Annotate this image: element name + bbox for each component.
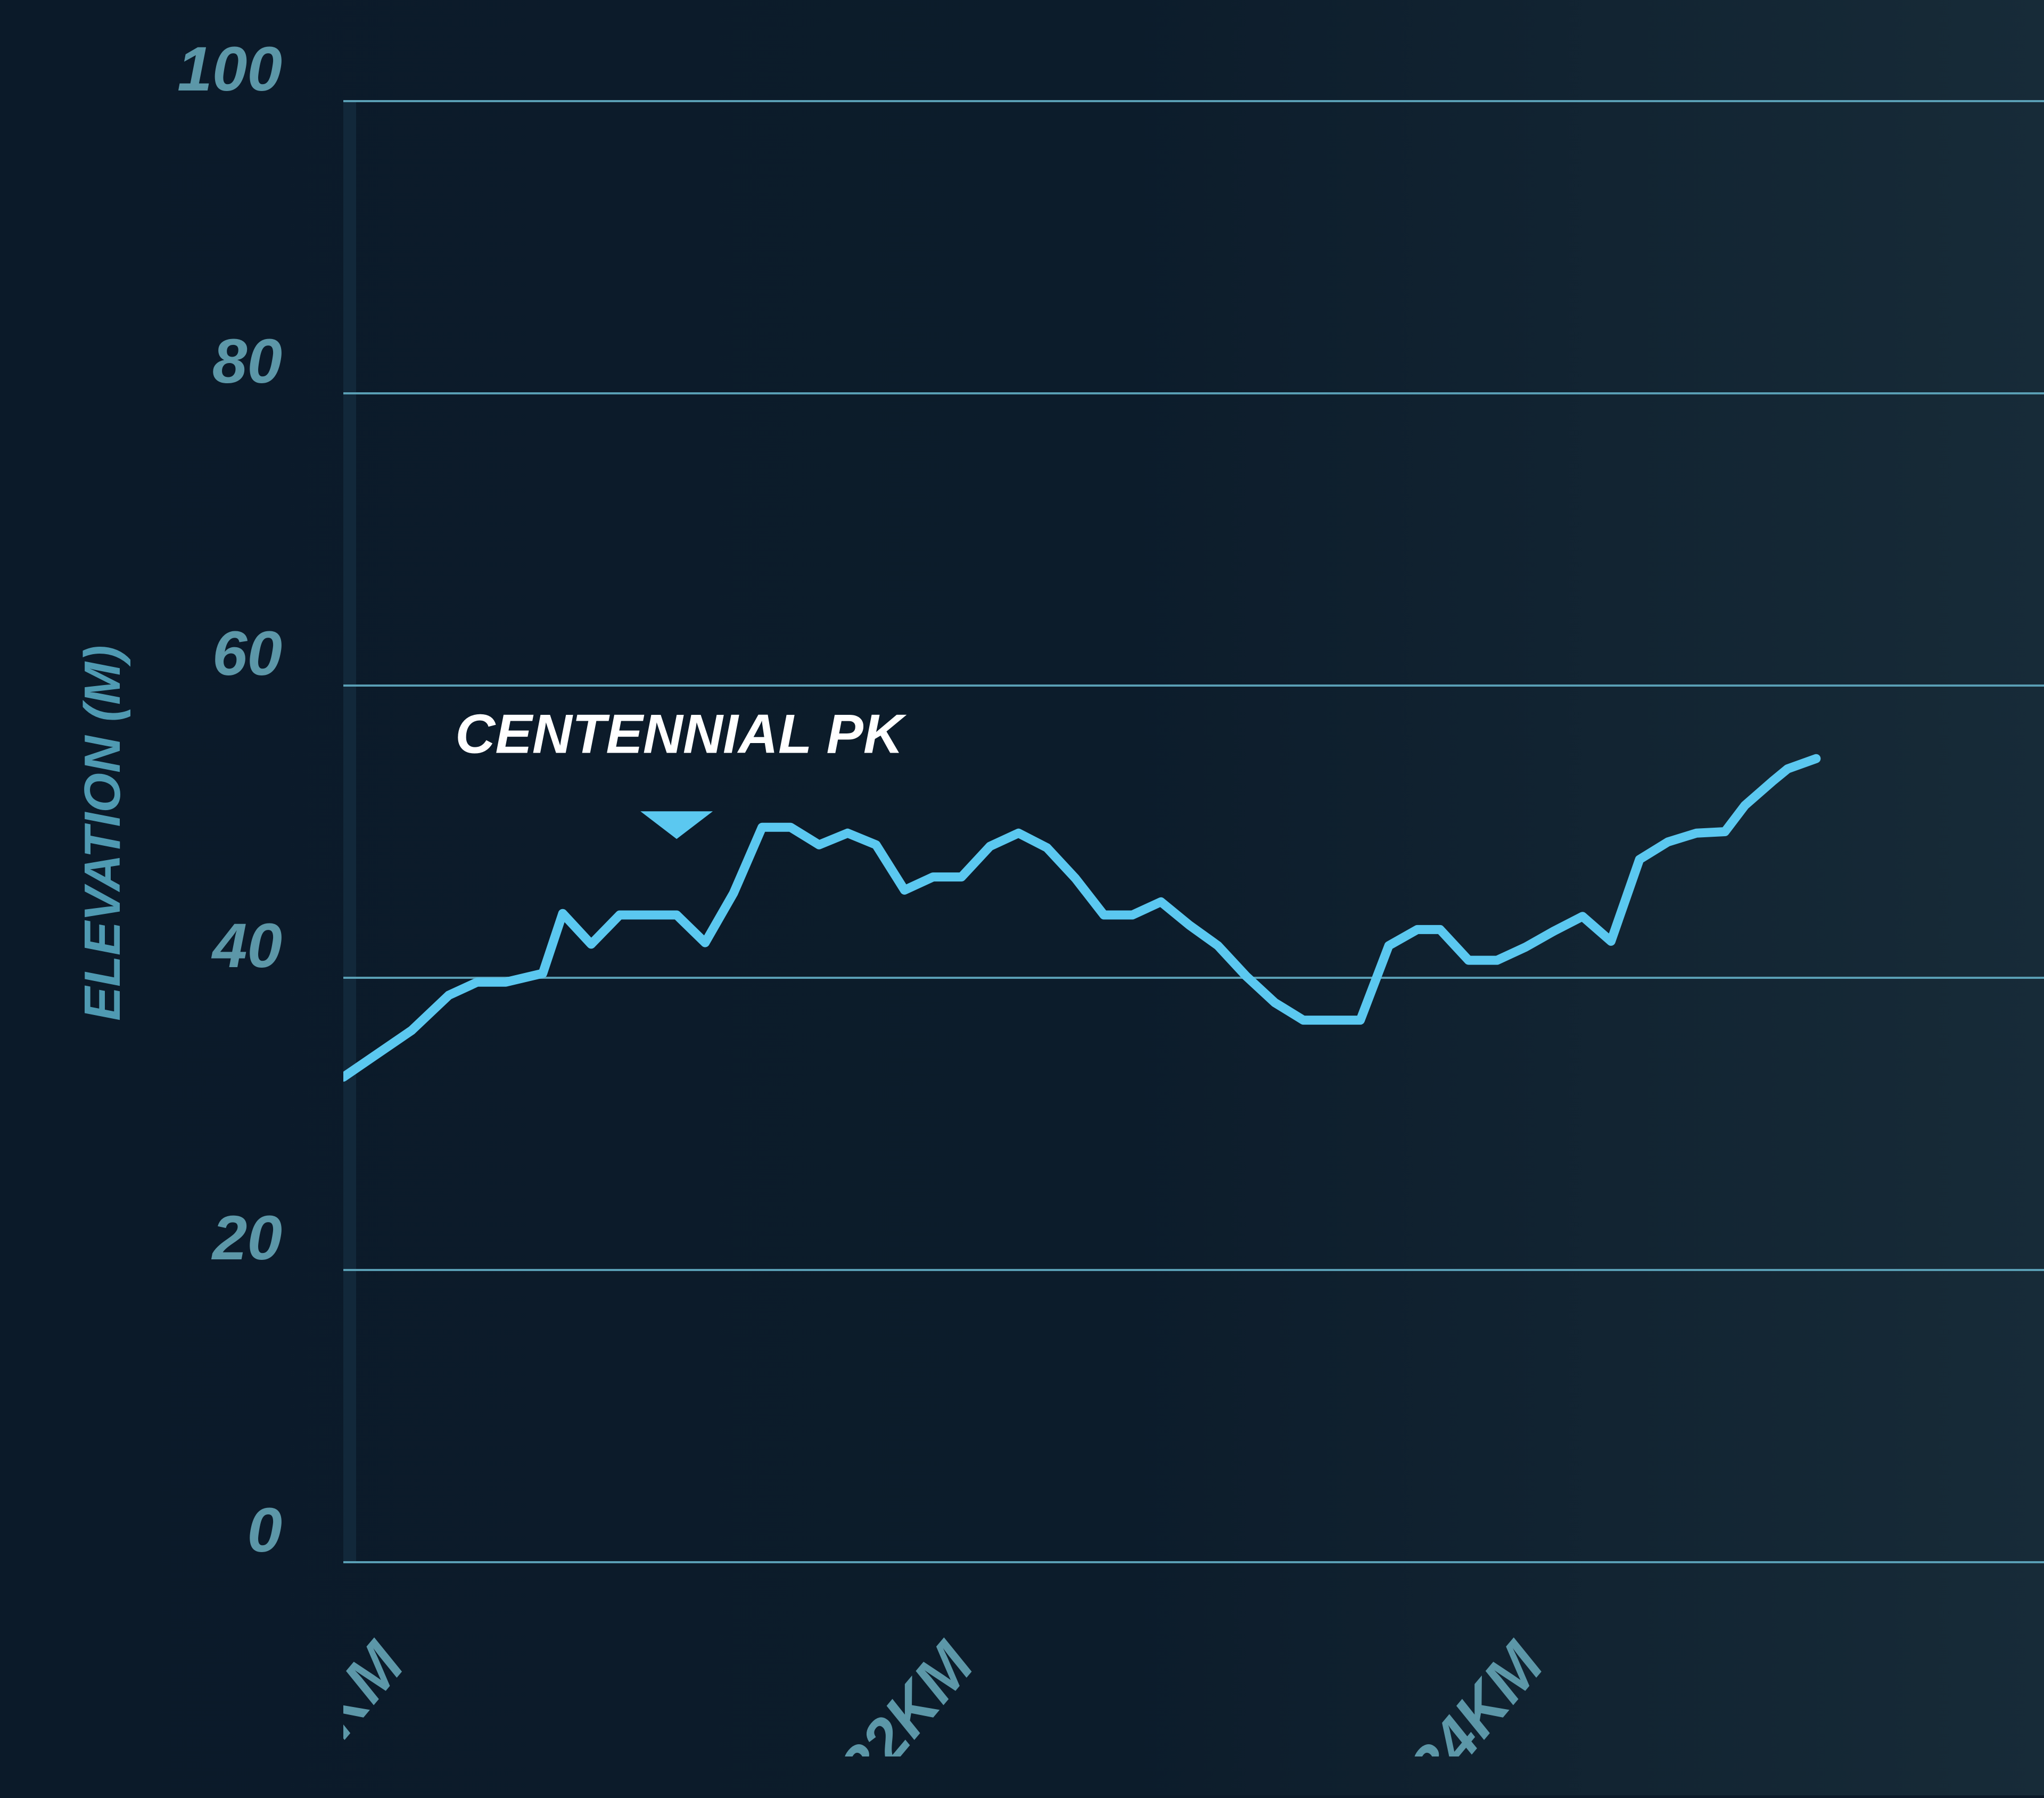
y-tick-label-20: 20	[211, 1203, 282, 1273]
y-tick-label-100: 100	[177, 34, 282, 104]
y-tick-label-0: 0	[247, 1495, 282, 1565]
y-axis-title: ELEVATION (M)	[74, 645, 131, 1021]
plot-left-edge	[343, 101, 356, 1562]
gridlines	[343, 100, 2044, 1563]
y-tick-label-60: 60	[212, 618, 282, 689]
y-tick-label-40: 40	[211, 911, 282, 981]
y-tick-label-80: 80	[212, 326, 282, 397]
annotations: CENTENNIAL PK	[455, 703, 907, 839]
y-tick-labels: 0 20 40 60 80 100	[177, 34, 282, 1565]
series-layer	[343, 754, 1821, 1082]
series-line-0	[343, 754, 1821, 1082]
annotation-label-0: CENTENNIAL PK	[455, 703, 907, 765]
annotation-marker-0	[640, 811, 713, 839]
